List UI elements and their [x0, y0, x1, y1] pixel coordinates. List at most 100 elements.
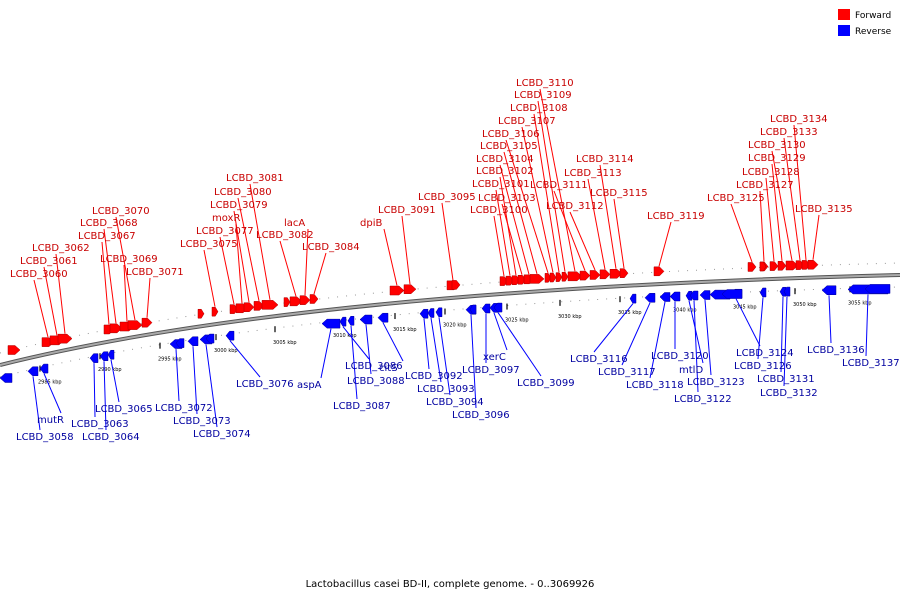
scale-tick-label: 3000 kbp	[214, 348, 238, 354]
forward-gene	[579, 270, 591, 281]
genome-title: Lactobacillus casei BD-II, complete geno…	[306, 579, 595, 590]
reverse-gene-leader	[783, 296, 788, 387]
reverse-gene-label: LCBD_3086	[345, 361, 403, 372]
reverse-gene	[99, 351, 109, 361]
forward-gene	[769, 261, 779, 271]
legend-forward-label: Forward	[855, 11, 891, 21]
scale-tick-label: 3030 kbp	[558, 314, 582, 320]
forward-track	[0, 262, 900, 354]
reverse-gene-label: LCBD_3120	[651, 351, 709, 362]
forward-gene	[211, 306, 219, 317]
forward-gene-leader	[495, 189, 511, 276]
forward-gene	[141, 317, 153, 328]
reverse-gene	[493, 302, 503, 313]
forward-gene	[599, 269, 611, 280]
reverse-gene-label: LCBD_3076	[236, 379, 294, 390]
forward-gene-leader	[765, 177, 775, 262]
forward-gene	[109, 323, 123, 334]
reverse-gene-label: LCBD_3131	[757, 374, 815, 385]
forward-gene-leader	[103, 228, 117, 324]
forward-gene	[283, 297, 291, 307]
forward-gene	[299, 295, 311, 305]
forward-gene	[653, 266, 665, 277]
reverse-gene	[27, 366, 39, 377]
reverse-gene-leader	[110, 359, 120, 403]
backbone	[0, 274, 900, 366]
reverse-gene-leader	[93, 363, 96, 418]
reverse-gene	[629, 293, 637, 304]
forward-gene-leader	[553, 190, 586, 271]
forward-gene-leader	[493, 215, 505, 277]
reverse-gene-label: LCBD_3126	[734, 361, 792, 372]
reverse-gene-leader	[593, 303, 634, 353]
reverse-gene-leader	[175, 349, 180, 402]
forward-gene-label: LCBD_3101	[472, 179, 530, 190]
reverse-gene-leader	[103, 361, 107, 431]
forward-gene	[197, 308, 205, 319]
forward-gene	[389, 285, 405, 296]
reverse-gene-label: LCBD_3093	[417, 384, 475, 395]
legend-reverse-swatch	[838, 25, 850, 36]
forward-gene-leader	[771, 150, 793, 261]
forward-gene-leader	[539, 88, 576, 272]
forward-gene-leader	[235, 223, 243, 304]
reverse-gene-leader	[493, 312, 508, 351]
reverse-gene-label: xerC	[483, 352, 506, 363]
forward-gene-label: LCBD_3107	[498, 116, 556, 127]
forward-gene	[57, 333, 73, 344]
forward-gene-label: LCBD_3109	[514, 90, 572, 101]
forward-gene	[127, 320, 143, 330]
forward-gene-leader	[613, 198, 625, 269]
forward-gene	[777, 261, 787, 271]
legend: Forward Reverse	[838, 9, 892, 37]
forward-gene-label: LCBD_3095	[418, 192, 476, 203]
forward-gene	[759, 261, 767, 272]
reverse-gene-leader	[780, 296, 784, 373]
forward-gene-leader	[533, 113, 560, 273]
reverse-gene-label: LCBD_3123	[687, 377, 745, 388]
forward-gene	[309, 294, 319, 304]
forward-gene-leader	[730, 203, 753, 263]
forward-gene	[243, 302, 255, 312]
reverse-gene	[481, 303, 491, 314]
forward-gene	[549, 272, 557, 283]
reverse-gene-leader	[192, 346, 198, 415]
forward-gene-leader	[499, 164, 530, 275]
reverse-gene	[39, 363, 49, 374]
reverse-gene-leader	[438, 317, 451, 396]
forward-gene	[7, 345, 21, 355]
forward-gene-label: LCBD_3104	[476, 154, 534, 165]
reverse-gene	[469, 304, 477, 315]
forward-gene	[544, 273, 552, 283]
forward-gene-label: dpiB	[360, 218, 382, 229]
forward-gene-label: LCBD_3091	[378, 205, 436, 216]
reverse-gene-label: LCBD_3088	[347, 376, 405, 387]
reverse-gene-leader	[704, 300, 712, 376]
reverse-gene-leader	[365, 324, 372, 375]
reverse-gene-leader	[342, 326, 370, 360]
forward-gene-label: LCBD_3103	[478, 193, 536, 204]
forward-gene-label: LCBD_3113	[564, 168, 622, 179]
scale-tick-label: 3055 kbp	[848, 300, 872, 306]
forward-gene-label: LCBD_3129	[748, 153, 806, 164]
forward-gene	[529, 274, 545, 284]
forward-gene-leader	[146, 277, 151, 318]
reverse-gene	[435, 307, 443, 318]
forward-gene-leader	[771, 163, 783, 261]
reverse-gene	[721, 289, 743, 299]
forward-gene-leader	[249, 183, 271, 300]
forward-gene	[619, 268, 629, 278]
reverse-gene	[0, 373, 13, 383]
forward-gene-label: LCBD_3133	[760, 127, 818, 138]
reverse-gene-leader	[693, 300, 699, 393]
reverse-gene	[377, 312, 389, 323]
scale-tick-label: 3005 kbp	[273, 340, 297, 346]
forward-gene-leader	[279, 240, 297, 297]
reverse-gene-label: LCBD_3118	[626, 380, 684, 391]
forward-gene-label: moxR	[212, 213, 240, 224]
reverse-gene	[321, 318, 341, 329]
reverse-gene-label: LCBD_3132	[760, 388, 818, 399]
forward-gene-label: LCBD_3077	[196, 226, 254, 237]
reverse-gene	[107, 349, 115, 360]
